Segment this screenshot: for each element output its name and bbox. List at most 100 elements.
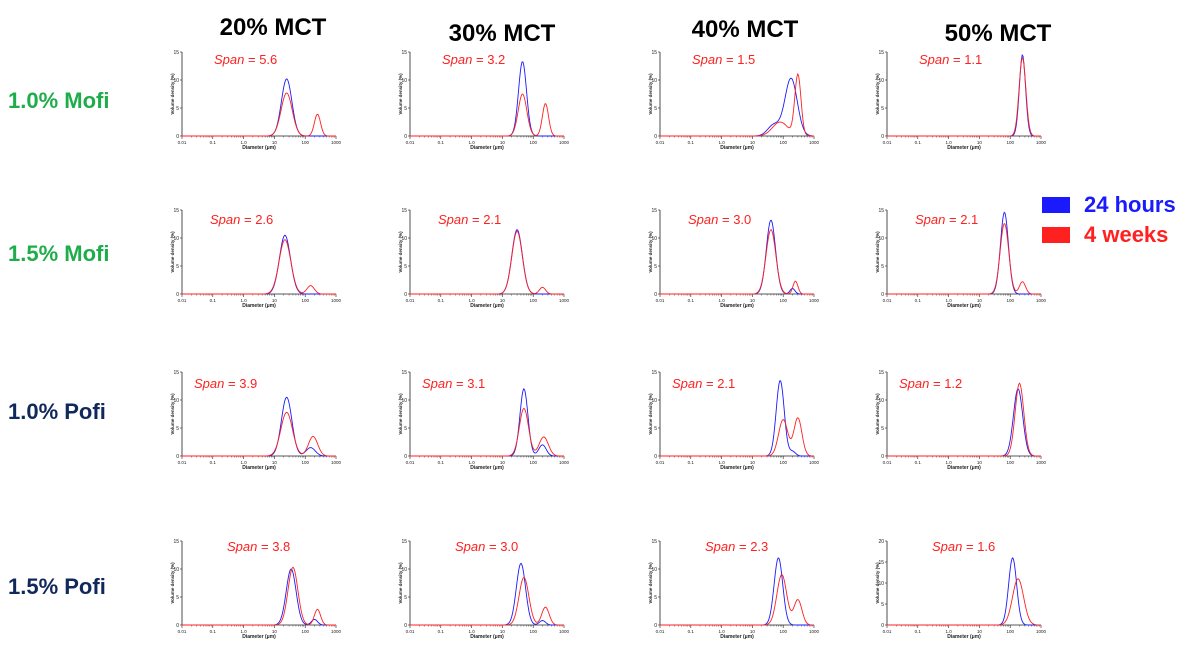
y-axis-label: Volume density (%)	[875, 562, 880, 604]
y-tick-label: 0	[654, 623, 657, 629]
x-tick-label: 10	[272, 629, 278, 634]
y-tick-label: 0	[176, 134, 179, 140]
x-tick-label: 1.0	[468, 460, 475, 465]
x-tick-label: 0.01	[883, 629, 892, 634]
chart-panel-r4-c2: 0 5 10 15 0.01 0.1 1.0 10 100 1000 Diameter (μm) Vo…	[398, 539, 570, 640]
y-tick-label: 10	[173, 567, 179, 573]
y-tick-label: 10	[401, 78, 407, 84]
x-axis-label: Diameter (μm)	[242, 465, 276, 471]
x-tick-label: 1.0	[240, 140, 247, 145]
series-line-4-weeks	[410, 230, 564, 295]
x-tick-label: 0.01	[883, 140, 892, 145]
y-tick-label: 5	[881, 106, 884, 112]
x-axis-label: Diameter (μm)	[242, 303, 276, 309]
x-tick-label: 0.1	[438, 629, 445, 634]
x-tick-label: 100	[779, 140, 787, 145]
x-tick-label: 10	[500, 140, 506, 145]
y-tick-label: 10	[651, 567, 657, 573]
y-tick-label: 10	[173, 398, 179, 404]
span-label: Span = 3.1	[422, 376, 485, 391]
x-tick-label: 100	[529, 140, 537, 145]
x-tick-label: 1.0	[945, 460, 952, 465]
x-tick-label: 100	[779, 298, 787, 303]
y-tick-label: 15	[401, 370, 407, 376]
x-tick-label: 10	[272, 298, 278, 303]
x-tick-label: 0.1	[915, 298, 922, 303]
span-label: Span = 2.3	[705, 539, 768, 554]
chart-panel-r4-c1: 0 5 10 15 0.01 0.1 1.0 10 100 1000 Diameter (μm) Vo…	[170, 539, 342, 640]
y-axis-label: Volume density (%)	[398, 73, 403, 115]
y-tick-label: 15	[878, 370, 884, 376]
row-header-1-0-mofi: 1.0% Mofi	[8, 88, 110, 113]
series-line-4-weeks	[410, 93, 564, 137]
y-axis-label: Volume density (%)	[170, 562, 175, 604]
span-label: Span = 1.1	[919, 52, 982, 67]
x-tick-label: 0.1	[438, 460, 445, 465]
y-tick-label: 5	[176, 106, 179, 112]
y-tick-label: 15	[878, 560, 884, 566]
x-tick-label: 0.01	[656, 460, 665, 465]
y-tick-label: 0	[881, 454, 884, 460]
x-tick-label: 0.1	[438, 298, 445, 303]
x-tick-label: 1000	[1036, 298, 1047, 303]
x-axis-label: Diameter (μm)	[720, 145, 754, 151]
chart-panel-r1-c2: 0 5 10 15 0.01 0.1 1.0 10 100 1000 Diameter (μm) Vo…	[398, 50, 570, 151]
x-tick-label: 1.0	[240, 629, 247, 634]
column-header-40-mct: 40% MCT	[691, 16, 799, 43]
y-axis-label: Volume density (%)	[648, 562, 653, 604]
x-axis-label: Diameter (μm)	[947, 465, 981, 471]
legend-item-4-weeks: 4 weeks	[1042, 220, 1176, 250]
span-label: Span = 3.8	[227, 539, 290, 554]
series-line-24-hours	[887, 54, 1041, 137]
y-tick-label: 10	[651, 398, 657, 404]
series-line-24-hours	[182, 396, 336, 457]
chart-panel-r1-c4: 0 5 10 15 0.01 0.1 1.0 10 100 1000 Diameter (μm) Vo…	[875, 50, 1047, 151]
series-line-4-weeks	[182, 411, 336, 457]
chart-panel-r4-c3: 0 5 10 15 0.01 0.1 1.0 10 100 1000 Diameter (μm) Vo…	[648, 539, 820, 640]
legend-item-24-hours: 24 hours	[1042, 190, 1176, 220]
x-tick-label: 0.1	[688, 298, 695, 303]
x-tick-label: 10	[977, 140, 983, 145]
y-tick-label: 10	[651, 236, 657, 242]
x-tick-label: 1000	[559, 460, 570, 465]
x-tick-label: 1000	[809, 460, 820, 465]
x-tick-label: 1.0	[945, 298, 952, 303]
x-tick-label: 0.01	[178, 298, 187, 303]
y-axis-label: Volume density (%)	[875, 73, 880, 115]
x-tick-label: 1000	[1036, 140, 1047, 145]
x-tick-label: 1.0	[718, 298, 725, 303]
y-tick-label: 20	[878, 539, 884, 545]
y-tick-label: 5	[176, 595, 179, 601]
chart-panel-r1-c1: 0 5 10 15 0.01 0.1 1.0 10 100 1000 Diameter (μm) Vo…	[170, 50, 342, 151]
y-tick-label: 0	[881, 134, 884, 140]
x-tick-label: 1.0	[468, 298, 475, 303]
x-tick-label: 1.0	[240, 298, 247, 303]
x-tick-label: 1000	[331, 140, 342, 145]
x-tick-label: 1.0	[718, 140, 725, 145]
x-tick-label: 10	[500, 629, 506, 634]
x-tick-label: 0.1	[688, 460, 695, 465]
x-tick-label: 10	[750, 460, 756, 465]
x-axis-label: Diameter (μm)	[947, 145, 981, 151]
x-tick-label: 1000	[809, 629, 820, 634]
y-tick-label: 5	[654, 264, 657, 270]
y-axis-label: Volume density (%)	[875, 231, 880, 273]
y-tick-label: 5	[654, 106, 657, 112]
x-tick-label: 100	[779, 460, 787, 465]
y-tick-label: 10	[173, 236, 179, 242]
series-line-24-hours	[410, 229, 564, 295]
y-tick-label: 10	[878, 581, 884, 587]
x-tick-label: 10	[750, 629, 756, 634]
x-axis-label: Diameter (μm)	[242, 634, 276, 640]
y-tick-label: 5	[176, 426, 179, 432]
y-tick-label: 5	[404, 106, 407, 112]
x-axis-label: Diameter (μm)	[947, 634, 981, 640]
x-tick-label: 10	[500, 298, 506, 303]
x-axis-label: Diameter (μm)	[720, 465, 754, 471]
series-line-4-weeks	[660, 229, 814, 295]
chart-panel-r1-c3: 0 5 10 15 0.01 0.1 1.0 10 100 1000 Diameter (μm) Vo…	[648, 50, 820, 151]
chart-panel-r3-c3: 0 5 10 15 0.01 0.1 1.0 10 100 1000 Diameter (μm) Vo…	[648, 370, 820, 471]
span-label: Span = 3.2	[442, 52, 505, 67]
span-label: Span = 3.9	[194, 376, 257, 391]
y-tick-label: 5	[654, 426, 657, 432]
